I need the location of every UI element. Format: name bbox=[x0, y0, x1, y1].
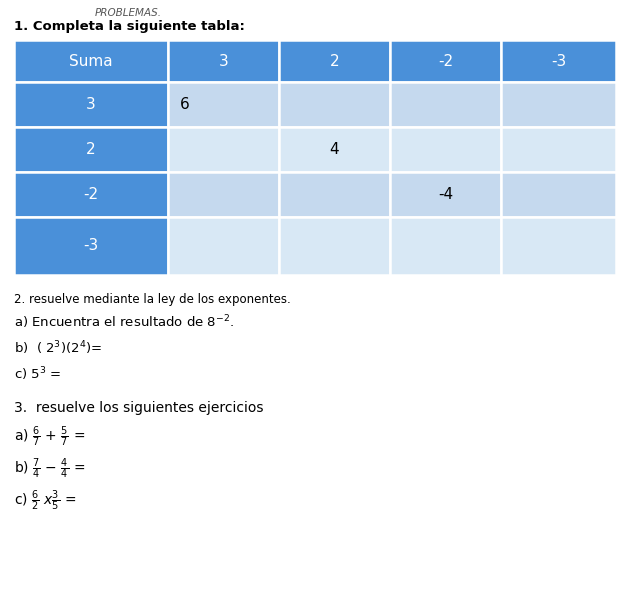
Bar bbox=[501, 172, 616, 217]
Bar bbox=[279, 40, 390, 82]
Bar bbox=[14, 217, 168, 275]
Text: a) Encuentra el resultado de $8^{-2}$.: a) Encuentra el resultado de $8^{-2}$. bbox=[14, 313, 234, 331]
Bar bbox=[390, 172, 501, 217]
Text: b)  ( $2^3$)($2^4$)=: b) ( $2^3$)($2^4$)= bbox=[14, 339, 102, 357]
Bar bbox=[168, 127, 279, 172]
Bar bbox=[168, 82, 279, 127]
Text: 4: 4 bbox=[329, 142, 340, 157]
Bar bbox=[279, 127, 390, 172]
Bar bbox=[14, 172, 168, 217]
Bar bbox=[168, 40, 279, 82]
Bar bbox=[390, 217, 501, 275]
Text: 1. Completa la siguiente tabla:: 1. Completa la siguiente tabla: bbox=[14, 20, 245, 33]
Bar bbox=[390, 127, 501, 172]
Bar bbox=[14, 127, 168, 172]
Bar bbox=[168, 217, 279, 275]
Text: c) $\frac{6}{2}$ $x\frac{3}{5}$ =: c) $\frac{6}{2}$ $x\frac{3}{5}$ = bbox=[14, 489, 76, 514]
Text: Suma: Suma bbox=[69, 54, 113, 68]
Bar bbox=[390, 40, 501, 82]
Text: -3: -3 bbox=[551, 54, 566, 68]
Text: -2: -2 bbox=[83, 187, 98, 202]
Bar bbox=[279, 172, 390, 217]
Bar bbox=[390, 82, 501, 127]
Text: b) $\frac{7}{4}$ $-$ $\frac{4}{4}$ =: b) $\frac{7}{4}$ $-$ $\frac{4}{4}$ = bbox=[14, 457, 86, 482]
Bar bbox=[279, 82, 390, 127]
Text: 3: 3 bbox=[219, 54, 228, 68]
Text: 2: 2 bbox=[329, 54, 340, 68]
Text: c) $5^3$ =: c) $5^3$ = bbox=[14, 365, 61, 383]
Bar bbox=[14, 40, 168, 82]
Text: -2: -2 bbox=[438, 54, 453, 68]
Text: PROBLEMAS.: PROBLEMAS. bbox=[95, 8, 162, 18]
Bar bbox=[501, 40, 616, 82]
Bar bbox=[501, 82, 616, 127]
Text: a) $\frac{6}{7}$ + $\frac{5}{7}$ =: a) $\frac{6}{7}$ + $\frac{5}{7}$ = bbox=[14, 425, 85, 450]
Text: 2. resuelve mediante la ley de los exponentes.: 2. resuelve mediante la ley de los expon… bbox=[14, 293, 291, 306]
Text: 3.  resuelve los siguientes ejercicios: 3. resuelve los siguientes ejercicios bbox=[14, 401, 263, 415]
Text: 6: 6 bbox=[180, 97, 190, 112]
Bar bbox=[501, 217, 616, 275]
Bar bbox=[168, 172, 279, 217]
Text: -3: -3 bbox=[83, 239, 99, 253]
Bar bbox=[501, 127, 616, 172]
Bar bbox=[279, 217, 390, 275]
Bar bbox=[14, 82, 168, 127]
Text: 3: 3 bbox=[86, 97, 96, 112]
Text: -4: -4 bbox=[438, 187, 453, 202]
Text: 2: 2 bbox=[86, 142, 96, 157]
